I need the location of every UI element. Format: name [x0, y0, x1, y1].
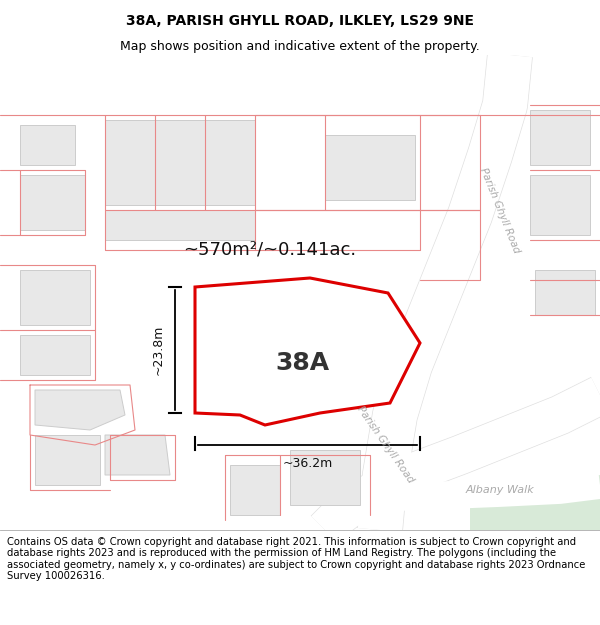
Polygon shape [20, 125, 75, 165]
Polygon shape [35, 390, 125, 430]
Polygon shape [230, 465, 280, 515]
Text: ~570m²/~0.141ac.: ~570m²/~0.141ac. [184, 241, 356, 259]
Text: 38A: 38A [275, 351, 329, 376]
Text: Map shows position and indicative extent of the property.: Map shows position and indicative extent… [120, 39, 480, 52]
Text: Parish Ghyll Road: Parish Ghyll Road [355, 405, 415, 485]
Text: Contains OS data © Crown copyright and database right 2021. This information is : Contains OS data © Crown copyright and d… [7, 537, 586, 581]
Polygon shape [325, 135, 415, 200]
Text: ~36.2m: ~36.2m [283, 457, 332, 470]
Polygon shape [20, 175, 85, 230]
Polygon shape [20, 270, 90, 325]
Text: Parish Ghyll Road: Parish Ghyll Road [478, 166, 522, 254]
Polygon shape [530, 110, 590, 165]
Polygon shape [195, 278, 420, 425]
Polygon shape [535, 270, 595, 315]
Polygon shape [530, 175, 590, 235]
Text: 38A, PARISH GHYLL ROAD, ILKLEY, LS29 9NE: 38A, PARISH GHYLL ROAD, ILKLEY, LS29 9NE [126, 14, 474, 28]
Polygon shape [105, 210, 255, 240]
Polygon shape [105, 120, 255, 205]
Polygon shape [105, 435, 170, 475]
Polygon shape [265, 305, 385, 380]
Polygon shape [35, 435, 100, 485]
Text: ~23.8m: ~23.8m [152, 325, 165, 375]
Polygon shape [20, 335, 90, 375]
Text: Albany Walk: Albany Walk [466, 485, 535, 495]
Polygon shape [470, 475, 600, 530]
Polygon shape [290, 450, 360, 505]
